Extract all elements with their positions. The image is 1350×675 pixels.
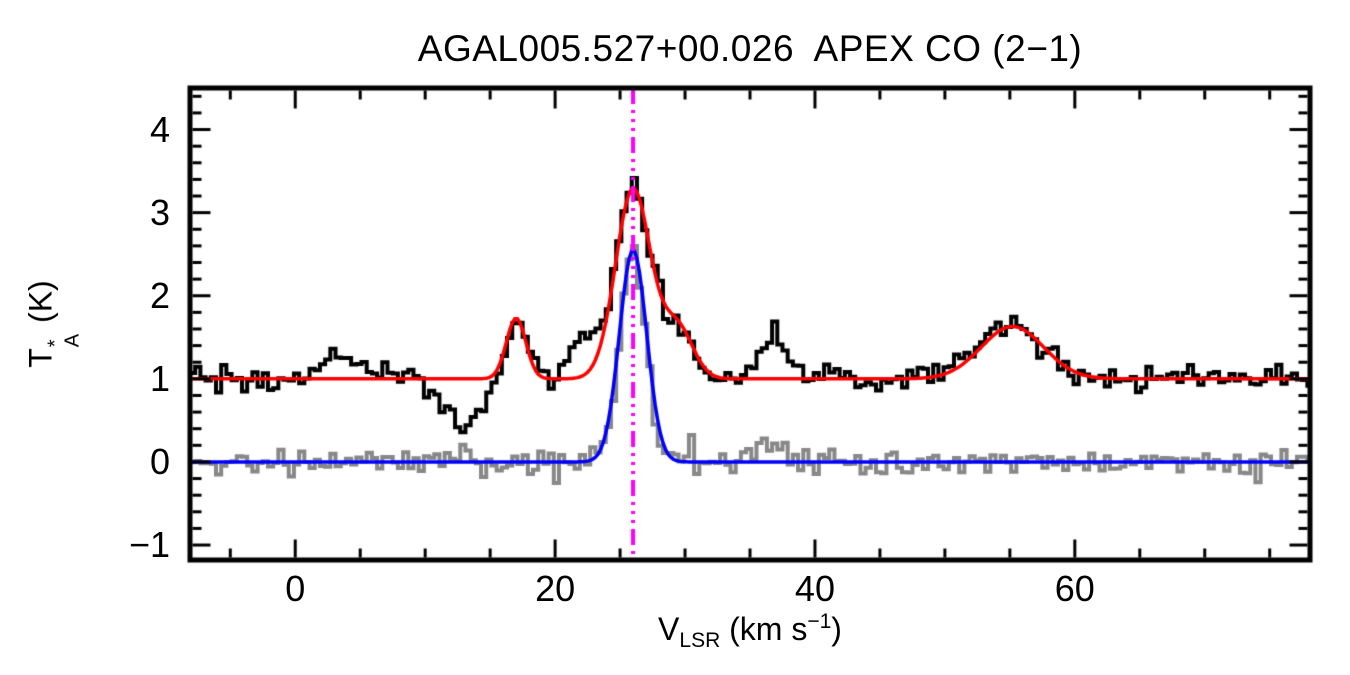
- y-tick-label: 2: [149, 274, 170, 316]
- x-axis-label: VLSR (km s−1): [190, 610, 1310, 653]
- x-axis-label-subscript: LSR: [679, 629, 721, 652]
- y-tick-label: −1: [128, 524, 170, 566]
- y-tick-label: 1: [149, 357, 170, 399]
- x-axis-label-exponent: −1: [807, 610, 832, 633]
- x-tick-label: 0: [285, 568, 306, 609]
- x-tick-label: 60: [1054, 568, 1095, 609]
- x-axis-label-units: (km s: [720, 611, 808, 647]
- x-axis-label-close: ): [831, 611, 842, 647]
- x-tick-label: 40: [794, 568, 835, 609]
- y-tick-label: 4: [149, 108, 170, 150]
- y-tick-label: 3: [149, 191, 170, 233]
- chart-title: AGAL005.527+00.026 APEX CO (2−1): [417, 28, 1083, 69]
- y-tick-label: 0: [149, 440, 170, 482]
- x-tick-label: 20: [535, 568, 576, 609]
- x-axis-label-base: V: [658, 611, 680, 647]
